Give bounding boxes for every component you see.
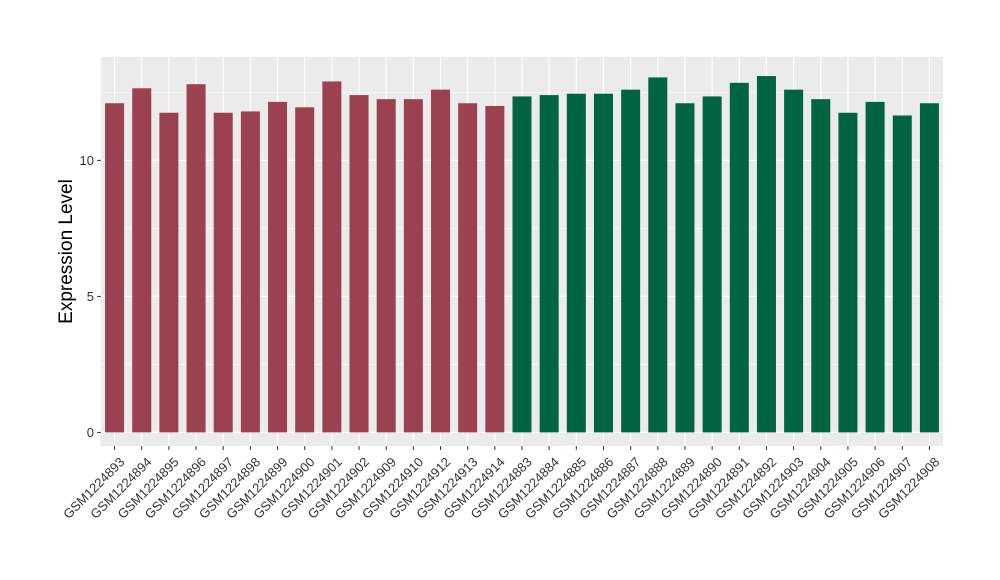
bar-GSM1224901 bbox=[322, 81, 342, 433]
bar-GSM1224893 bbox=[105, 103, 125, 433]
bar-GSM1224895 bbox=[159, 112, 179, 433]
bar-GSM1224885 bbox=[566, 93, 586, 433]
bar-GSM1224914 bbox=[485, 105, 505, 433]
y-tick-label-1: 5 bbox=[87, 289, 94, 304]
bar-GSM1224894 bbox=[132, 88, 152, 433]
bar-GSM1224900 bbox=[295, 107, 315, 433]
bar-GSM1224902 bbox=[349, 95, 369, 433]
bar-GSM1224906 bbox=[865, 101, 885, 433]
bar-GSM1224910 bbox=[403, 99, 423, 433]
bar-GSM1224890 bbox=[702, 96, 722, 433]
y-tick-label-2: 10 bbox=[80, 153, 94, 168]
bar-GSM1224912 bbox=[431, 89, 451, 433]
bar-GSM1224903 bbox=[784, 89, 804, 433]
bars bbox=[105, 76, 939, 433]
bar-GSM1224905 bbox=[838, 112, 858, 433]
bar-GSM1224889 bbox=[675, 103, 695, 433]
bar-GSM1224899 bbox=[268, 101, 288, 433]
bar-GSM1224886 bbox=[593, 93, 613, 433]
bar-GSM1224907 bbox=[892, 115, 912, 433]
y-axis-title: Expression Level bbox=[56, 179, 77, 324]
bar-GSM1224896 bbox=[186, 84, 206, 433]
y-tick-label-0: 0 bbox=[87, 425, 94, 440]
bar-GSM1224904 bbox=[811, 99, 831, 433]
bar-GSM1224897 bbox=[213, 112, 233, 433]
y-axis: 0 5 10 bbox=[80, 153, 101, 440]
bar-GSM1224891 bbox=[729, 82, 749, 433]
bar-GSM1224908 bbox=[919, 103, 939, 433]
bar-GSM1224892 bbox=[756, 76, 776, 433]
x-axis: GSM1224893GSM1224894GSM1224895GSM1224896… bbox=[60, 446, 942, 522]
bar-GSM1224909 bbox=[376, 99, 396, 433]
bar-GSM1224883 bbox=[512, 96, 532, 433]
bar-GSM1224898 bbox=[240, 111, 260, 433]
bar-GSM1224888 bbox=[648, 77, 668, 433]
bar-GSM1224913 bbox=[458, 103, 478, 433]
bar-GSM1224887 bbox=[621, 89, 641, 433]
bar-GSM1224884 bbox=[539, 95, 559, 433]
